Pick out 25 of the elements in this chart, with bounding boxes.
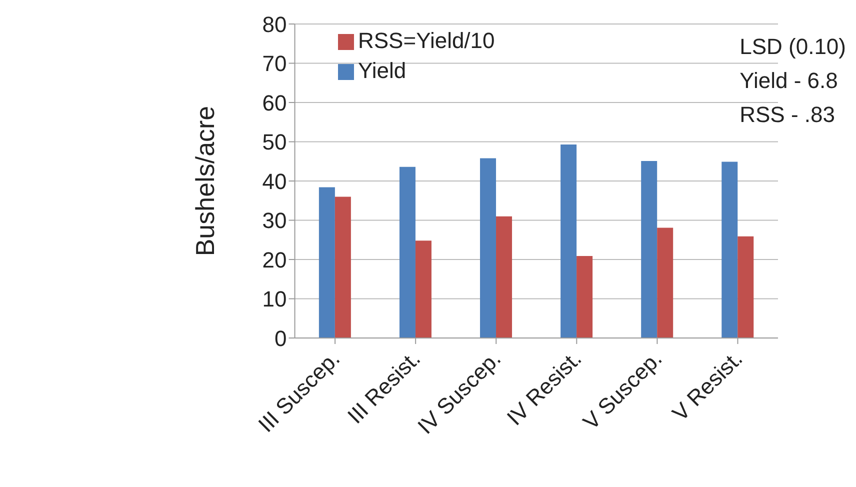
- notes: LSD (0.10) Yield - 6.8 RSS - .83: [740, 33, 846, 129]
- y-tick-label: 70: [262, 51, 287, 76]
- bar: [560, 144, 577, 338]
- y-tick-label: 0: [274, 326, 287, 351]
- bar: [399, 166, 416, 338]
- legend-label: Yield: [358, 58, 406, 83]
- bar: [738, 236, 754, 338]
- y-tick-label: 30: [262, 208, 287, 234]
- bar: [334, 196, 351, 338]
- bar: [415, 240, 432, 338]
- y-tick-label: 50: [262, 130, 287, 155]
- bar: [576, 256, 593, 338]
- y-tick-label: 20: [262, 247, 287, 272]
- y-axis-title: Bushels/acre: [190, 106, 220, 256]
- y-tick-label: 10: [262, 286, 287, 312]
- bar: [641, 160, 658, 338]
- bar: [657, 228, 674, 338]
- bar: [480, 158, 496, 338]
- y-tick-label: 80: [262, 12, 287, 37]
- bar: [318, 187, 335, 338]
- y-tick-label: 40: [262, 168, 287, 194]
- y-tick-label: 60: [262, 90, 287, 116]
- legend-label: RSS=Yield/10: [358, 28, 495, 53]
- bar: [496, 216, 512, 338]
- bar: [722, 162, 738, 338]
